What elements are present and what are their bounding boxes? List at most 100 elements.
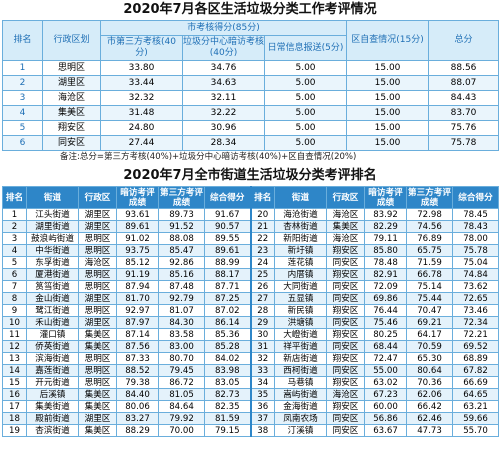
- cell: 73.62: [452, 280, 499, 293]
- cell: 82.91: [364, 268, 407, 281]
- cell: 湖里区: [42, 75, 101, 91]
- cell: 20: [249, 208, 275, 221]
- cell: 82.73: [204, 388, 251, 401]
- cell: 92.97: [116, 304, 159, 317]
- cell: 66.42: [406, 400, 453, 413]
- cell: 72.34: [452, 316, 499, 329]
- cell: 新店街道: [274, 352, 327, 365]
- cell: 同安区: [42, 135, 101, 151]
- cell: 89.61: [204, 244, 251, 257]
- cell: 9: [2, 304, 27, 317]
- cell: 90.57: [204, 220, 251, 233]
- cell: 5.00: [263, 120, 348, 136]
- cell: 4: [2, 244, 27, 257]
- cell: 56.86: [364, 412, 407, 425]
- cell: 37: [249, 412, 275, 425]
- cell: 55.70: [452, 424, 499, 437]
- header-cell: 行政区划: [42, 20, 101, 61]
- cell: 87.25: [204, 292, 251, 305]
- data-row: 3 海沧区 32.32 32.11 5.00 15.00 84.43: [2, 90, 500, 106]
- data-row: 19 杏滨街道 集美区 88.29 70.00 79.15 38 汀溪镇 同安区 63.67 47.…: [2, 424, 499, 437]
- cell: 70.36: [406, 376, 453, 389]
- cell: 后溪镇: [26, 388, 79, 401]
- cell: 思明区: [78, 244, 117, 257]
- cell: 6: [2, 135, 43, 151]
- data-row: 1 江头街道 湖里区 93.61 89.73 91.67 20 海沧街道 海沧区 83.92 72.…: [2, 208, 499, 221]
- cell: 翔安区: [326, 328, 365, 341]
- cell: 62.06: [406, 388, 453, 401]
- cell: 海沧区: [78, 256, 117, 269]
- cell: 83.05: [204, 376, 251, 389]
- cell: 5: [2, 256, 27, 269]
- cell: 72.21: [452, 328, 499, 341]
- table1-note: 备注:总分=第三方考核(40%)+垃圾分中心暗访考核(40%)+区自查情况(20…: [60, 152, 357, 162]
- cell: 67.23: [364, 388, 407, 401]
- cell: 湖里区: [78, 412, 117, 425]
- cell: 74.84: [452, 268, 499, 281]
- header-cell: 总分: [428, 20, 500, 61]
- cell: 15.00: [346, 105, 430, 121]
- cell: 65.75: [406, 244, 453, 257]
- cell: 4: [2, 105, 43, 121]
- cell: 16: [2, 388, 27, 401]
- cell: 67.82: [452, 364, 499, 377]
- cell: 31.48: [100, 105, 183, 121]
- header-cell: 第三方考评成绩: [406, 186, 453, 209]
- cell: 五显镇: [274, 292, 327, 305]
- header-cell: 街道: [26, 186, 79, 209]
- cell: 83.27: [116, 412, 159, 425]
- cell: 75.78: [452, 244, 499, 257]
- cell: 28.34: [182, 135, 265, 151]
- cell: 30.96: [182, 120, 265, 136]
- header-cell: 第三方考评成绩: [158, 186, 205, 209]
- cell: 10: [2, 316, 27, 329]
- cell: 5.00: [263, 90, 348, 106]
- header-cell: 暗访考评成绩: [364, 186, 407, 209]
- cell: 翔安区: [326, 352, 365, 365]
- cell: 79.92: [158, 412, 205, 425]
- cell: 思明区: [78, 376, 117, 389]
- cell: 88.07: [428, 75, 500, 91]
- cell: 31: [249, 340, 275, 353]
- cell: 75.76: [428, 120, 500, 136]
- cell: 79.45: [158, 364, 205, 377]
- table1-title: 2020年7月各区生活垃圾分类工作考评情况: [123, 2, 377, 17]
- cell: 34.76: [182, 60, 265, 76]
- cell: 33: [249, 364, 275, 377]
- cell: 28: [249, 304, 275, 317]
- cell: 13: [2, 352, 27, 365]
- cell: 金海街道: [274, 400, 327, 413]
- cell: 5: [2, 120, 43, 136]
- cell: 24: [249, 256, 275, 269]
- cell: 33.80: [100, 60, 183, 76]
- data-row: 1 思明区 33.80 34.76 5.00 15.00 88.56: [2, 60, 500, 76]
- cell: 88.52: [116, 364, 159, 377]
- cell: 87.56: [116, 340, 159, 353]
- cell: 34.63: [182, 75, 265, 91]
- data-row: 2 湖里区 33.44 34.63 5.00 15.00 88.07: [2, 75, 500, 91]
- cell: 思明区: [78, 280, 117, 293]
- cell: 80.06: [116, 400, 159, 413]
- street-table: 排名 街道 行政区 暗访考评成绩 第三方考评成绩 综合得分 排名 街道 行政区 暗访考评成绩 第三方…: [2, 186, 499, 437]
- cell: 翔安区: [326, 268, 365, 281]
- cell: 34: [249, 376, 275, 389]
- cell: 81.59: [204, 412, 251, 425]
- cell: 76.89: [406, 232, 453, 245]
- cell: 新阳街道: [274, 232, 327, 245]
- cell: 湖里区: [78, 220, 117, 233]
- cell: 同安区: [326, 316, 365, 329]
- header-cell: 综合得分: [204, 186, 251, 209]
- cell: 84.43: [428, 90, 500, 106]
- cell: 47.73: [406, 424, 453, 437]
- data-row: 14 嘉莲街道 思明区 88.52 79.45 83.98 33 西柯街道 同安区 55.00 80…: [2, 364, 499, 377]
- cell: 湖里区: [78, 292, 117, 305]
- cell: 西柯街道: [274, 364, 327, 377]
- cell: 88.17: [204, 268, 251, 281]
- cell: 87.97: [116, 316, 159, 329]
- cell: 32: [249, 352, 275, 365]
- cell: 84.30: [158, 316, 205, 329]
- cell: 思明区: [78, 232, 117, 245]
- cell: 21: [249, 220, 275, 233]
- header-cell: 市第三方考核(40分): [100, 35, 183, 61]
